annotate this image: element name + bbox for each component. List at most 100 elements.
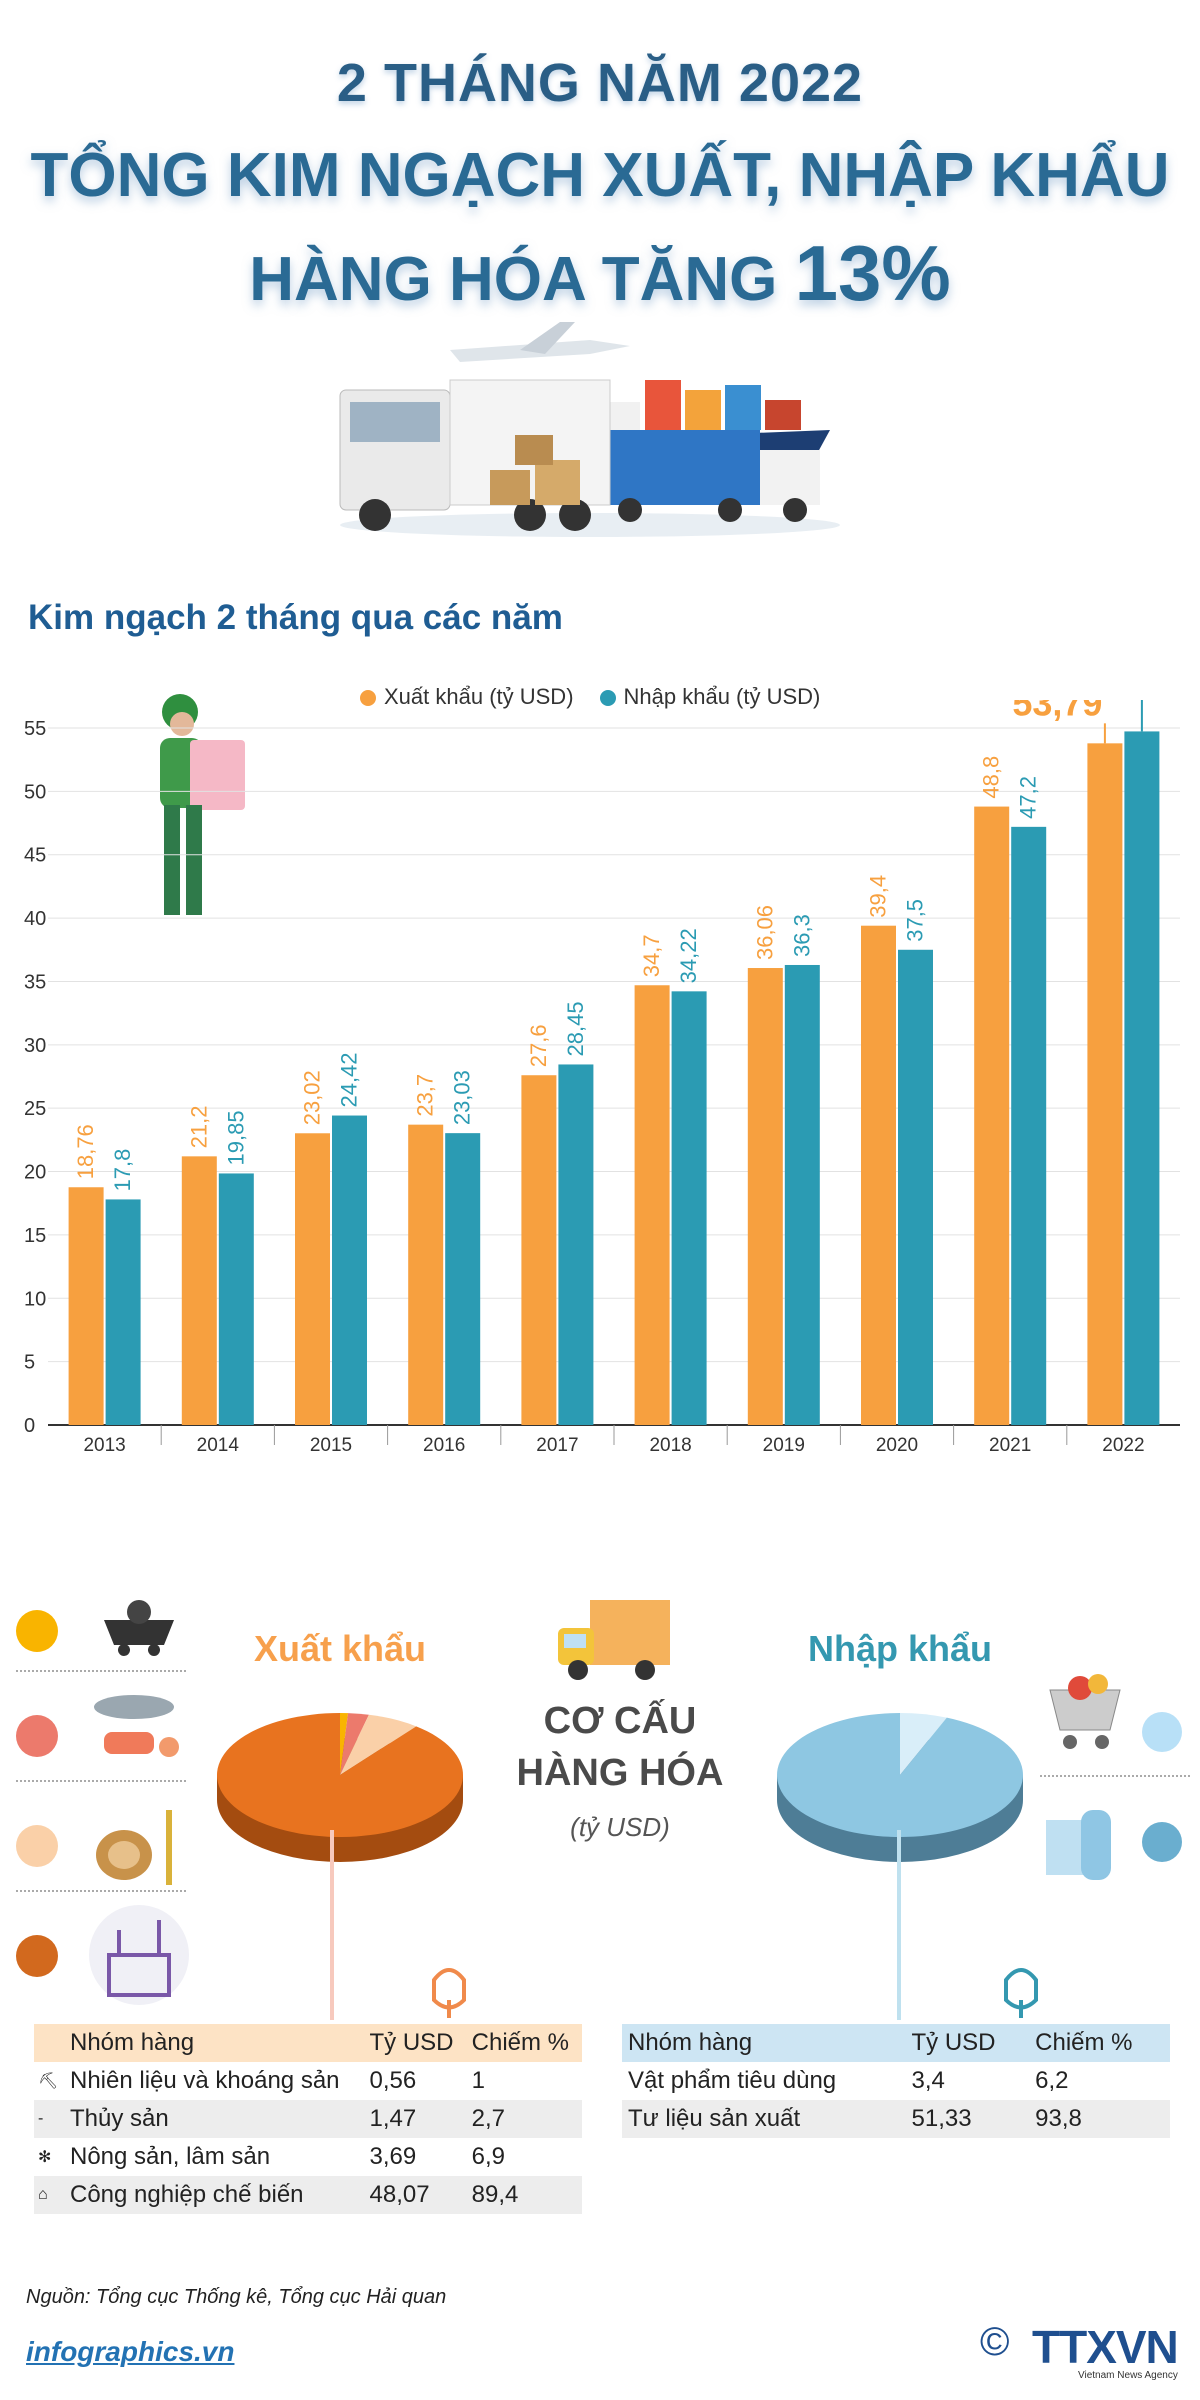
x-tick-label: 2022 <box>1102 1435 1144 1456</box>
export-bar <box>408 1124 444 1425</box>
legend-label-import: Nhập khẩu (tỷ USD) <box>623 684 821 709</box>
row-name: Công nghiệp chế biến <box>64 2176 364 2214</box>
rice-icon: ✻ <box>38 2149 52 2166</box>
table-row: ⌂ Công nghiệp chế biến 48,07 89,4 <box>34 2176 582 2214</box>
row-name: Tư liệu sản xuất <box>622 2100 906 2138</box>
row-usd: 3,69 <box>369 2143 417 2170</box>
import-connector-line <box>897 1830 901 2020</box>
seafood-icon <box>94 1695 179 1757</box>
import-bar <box>332 1115 367 1425</box>
brand-logo: TTXVN <box>1032 2321 1179 2373</box>
structure-unit: (tỷ USD) <box>570 1812 670 1842</box>
export-data-label: 36,06 <box>752 905 777 960</box>
x-tick-label: 2014 <box>197 1435 240 1456</box>
legend-dot-export <box>360 690 376 707</box>
chart-legend: Xuất khẩu (tỷ USD) Nhập khẩu (tỷ USD) <box>360 684 820 710</box>
site-link[interactable]: infographics.vn <box>26 2336 235 2367</box>
import-bar <box>671 991 707 1425</box>
factory-icon: ⌂ <box>34 2176 64 2214</box>
export-data-label: 39,4 <box>866 875 891 918</box>
row-usd: 3,4 <box>911 2067 945 2094</box>
export-bar <box>181 1156 217 1425</box>
fabric-roll-icon <box>1046 1810 1111 1880</box>
legend-divider <box>1040 1775 1190 1777</box>
export-bar <box>295 1133 330 1425</box>
fuel-icon: ⛏ <box>38 2073 59 2090</box>
row-pct: 6,2 <box>1035 2067 1069 2094</box>
legend-dot-consumer-goods <box>1142 1712 1182 1752</box>
export-table-header: Nhóm hàng Tỷ USD Chiếm % <box>34 2024 582 2062</box>
row-pct: 1 <box>471 2067 485 2094</box>
x-tick-label: 2021 <box>989 1435 1031 1456</box>
import-data-label: 17,8 <box>110 1149 135 1192</box>
legend-item-export: Xuất khẩu (tỷ USD) <box>360 684 574 710</box>
header-icon-cell <box>34 2024 64 2062</box>
x-tick-label: 2013 <box>83 1435 125 1456</box>
import-data-label: 23,03 <box>450 1070 475 1125</box>
row-usd: 51,33 <box>905 2100 1030 2138</box>
import-bar <box>218 1173 254 1425</box>
row-name: Thủy sản <box>64 2100 364 2138</box>
row-pct: 89,4 <box>465 2176 582 2214</box>
import-header-usd: Tỷ USD <box>905 2024 1030 2062</box>
export-bar <box>634 985 670 1425</box>
import-data-label: 19,85 <box>223 1110 248 1165</box>
row-usd: 0,56 <box>369 2067 417 2094</box>
y-tick-label: 25 <box>24 1098 46 1120</box>
header-line-2: TỔNG KIM NGẠCH XUẤT, NHẬP KHẨU <box>30 141 1170 210</box>
row-usd: 1,47 <box>363 2100 466 2138</box>
y-tick-label: 0 <box>24 1415 35 1437</box>
legend-divider <box>16 1670 186 1672</box>
x-tick-label: 2019 <box>763 1435 805 1456</box>
export-data-label: 48,8 <box>979 756 1004 799</box>
export-data-label: 27,6 <box>526 1024 551 1067</box>
logistics-illustration <box>339 322 840 537</box>
row-pct: 2,7 <box>465 2100 582 2138</box>
legend-divider <box>16 1780 186 1782</box>
import-data-label: 47,2 <box>1016 776 1041 819</box>
legend-dot-production-goods <box>1142 1822 1182 1862</box>
table-row: ‐ Thủy sản 1,47 2,7 <box>34 2100 582 2138</box>
header-line-3-text: HÀNG HÓA TĂNG <box>249 245 795 314</box>
table-row: ✻ Nông sản, lâm sản 3,69 6,9 <box>34 2138 582 2176</box>
x-tick-label: 2017 <box>536 1435 578 1456</box>
row-name: Nông sản, lâm sản <box>70 2143 271 2170</box>
export-pie-chart <box>216 1713 463 1862</box>
import-data-label: 24,42 <box>337 1052 362 1107</box>
export-data-label: 23,7 <box>413 1074 438 1117</box>
worker-illustration <box>160 694 245 915</box>
y-tick-label: 45 <box>24 845 46 867</box>
factory-icon <box>89 1905 189 2005</box>
table-row: ⛏ Nhiên liệu và khoáng sản 0,56 1 <box>34 2062 582 2100</box>
export-pie-slice <box>340 1713 349 1775</box>
table-row: Tư liệu sản xuất 51,33 93,8 <box>622 2100 1170 2138</box>
fish-icon: ‐ <box>34 2100 64 2138</box>
export-data-label: 18,76 <box>73 1124 98 1179</box>
wood-rice-icon <box>96 1810 172 1885</box>
import-header-group: Nhóm hàng <box>622 2024 906 2062</box>
export-bar <box>1087 743 1123 1425</box>
x-tick-label: 2016 <box>423 1435 465 1456</box>
header-line-3: HÀNG HÓA TĂNG 13% <box>0 228 1200 319</box>
export-data-label: 53,79 <box>1012 700 1102 723</box>
export-data-label: 34,7 <box>639 934 664 977</box>
export-bar <box>747 968 783 1425</box>
import-data-label: 37,5 <box>903 899 928 942</box>
export-pie-slice <box>340 1714 417 1775</box>
chart-title: Kim ngạch 2 tháng qua các năm <box>28 598 563 637</box>
row-pct: 93,8 <box>1029 2100 1170 2138</box>
pointing-hand-icon <box>1004 1968 1038 2018</box>
copyright-icon: © <box>980 2320 1010 2364</box>
export-pie-slice <box>340 1713 369 1775</box>
export-bar <box>521 1075 557 1425</box>
export-header-group: Nhóm hàng <box>64 2024 364 2062</box>
bar-chart: 0 5 10 15 20 25 30 35 40 45 50 55 2013 18,76 17,8 2014 2… <box>24 700 1180 1456</box>
row-pct: 6,9 <box>471 2143 506 2170</box>
import-table: Nhóm hàng Tỷ USD Chiếm % Vật phẩm tiêu d… <box>622 2024 1170 2138</box>
export-connector-line <box>330 1830 334 2020</box>
import-bar <box>1124 731 1160 1425</box>
header-line-1: 2 THÁNG NĂM 2022 <box>336 53 864 113</box>
import-bar <box>445 1133 481 1425</box>
x-tick-label: 2018 <box>649 1435 691 1456</box>
export-bar <box>861 925 896 1425</box>
